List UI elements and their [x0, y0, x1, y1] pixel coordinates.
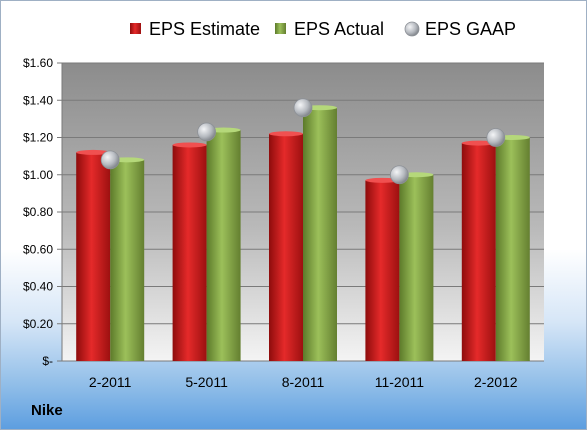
marker-eps-gaap [389, 165, 409, 185]
y-tick-label: $0.60 [23, 242, 53, 256]
y-tick-label: $- [42, 354, 53, 368]
legend-swatch [130, 23, 141, 34]
bar-eps-estimate [76, 152, 111, 361]
gaap-markers [100, 98, 506, 185]
bar-top-eps-estimate [461, 140, 496, 146]
bar-top-eps-estimate [76, 149, 111, 155]
marker-eps-gaap [486, 128, 506, 147]
marker-eps-gaap [100, 150, 120, 170]
legend-label: EPS Estimate [149, 19, 260, 39]
legend-label: EPS Actual [294, 19, 384, 39]
legend-swatch [275, 23, 286, 34]
bar-eps-actual [495, 137, 530, 361]
marker-eps-gaap [197, 122, 217, 142]
bar-eps-estimate [269, 133, 303, 361]
y-tick-label: $0.20 [23, 317, 53, 331]
marker-eps-gaap [293, 98, 313, 118]
y-tick-label: $0.80 [23, 205, 53, 219]
legend-swatch [404, 21, 420, 37]
y-tick-label: $1.00 [23, 168, 53, 182]
bar-eps-actual [110, 159, 145, 361]
bar-top-eps-estimate [365, 177, 400, 183]
bar-top-eps-estimate [269, 131, 303, 137]
x-tick-label: 5-2011 [185, 374, 228, 390]
y-tick-label: $1.40 [23, 93, 53, 107]
bar-eps-actual [206, 130, 241, 361]
x-axis-labels: 2-2011 5-2011 8-2011 11-2011 2-2012 [89, 374, 518, 390]
x-tick-label: 8-2011 [282, 374, 325, 390]
x-tick-label: 2-2012 [474, 374, 518, 390]
company-name: Nike [31, 402, 63, 419]
bar-eps-actual [399, 174, 434, 361]
y-axis-ticks: $- $0.20 $0.40 $0.60 $0.80 $1.00 $1.20 $1.40 $1.… [23, 56, 62, 368]
bar-eps-estimate [172, 144, 207, 361]
y-tick-label: $1.20 [23, 131, 53, 145]
legend-label: EPS GAAP [425, 19, 516, 39]
bar-eps-estimate [461, 143, 496, 361]
x-tick-label: 2-2011 [89, 374, 132, 390]
y-tick-label: $1.60 [23, 56, 53, 70]
x-tick-label: 11-2011 [375, 374, 425, 390]
y-tick-label: $0.40 [23, 280, 53, 294]
bar-eps-estimate [365, 180, 400, 361]
bar-eps-actual [303, 107, 337, 361]
bars [76, 105, 530, 361]
bar-top-eps-estimate [172, 142, 207, 148]
legend: EPS Estimate EPS Actual EPS GAAP [130, 19, 516, 39]
